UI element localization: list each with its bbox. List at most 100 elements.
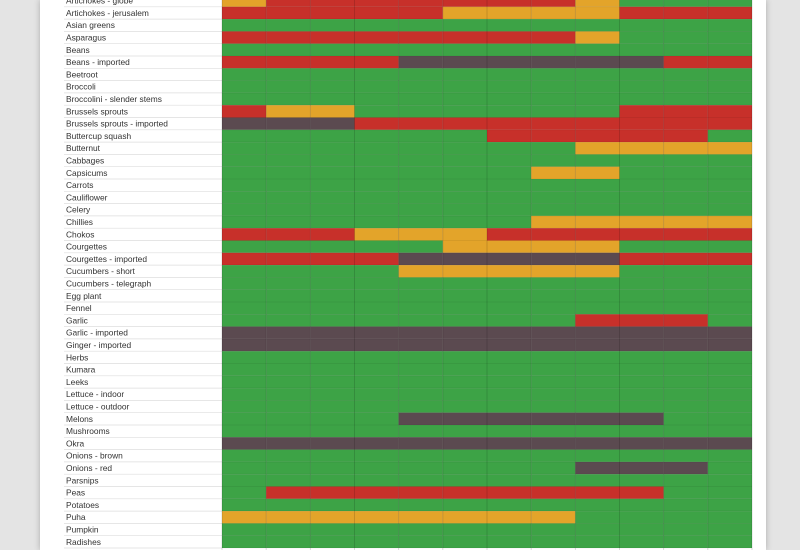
heatmap-cell [442,117,487,130]
heatmap-cell [222,228,267,241]
heatmap-cell [487,425,532,438]
heatmap-cell [619,265,664,278]
row-label: Courgettes - imported [66,254,147,264]
row-label: Beans - imported [66,57,130,67]
heatmap-cell [442,277,487,290]
row-label: Beetroot [66,69,98,79]
row-label: Kumara [66,365,96,375]
heatmap-cell [442,68,487,81]
heatmap-cell [222,425,267,438]
heatmap-cell [619,363,664,376]
heatmap-cell [531,179,576,192]
heatmap-cell [354,215,399,229]
heatmap-cell [398,523,443,536]
heatmap-cell [707,240,752,253]
heatmap-cell [663,314,708,327]
heatmap-cell [266,425,311,438]
heatmap-cell [487,215,532,229]
heatmap-cell [222,6,267,20]
heatmap-cell [487,461,532,475]
row-label: Herbs [66,352,88,362]
heatmap-cell [354,511,399,524]
heatmap-cell [487,265,532,278]
heatmap-cell [619,412,664,425]
heatmap-cell [663,326,708,339]
heatmap-cell [663,31,708,44]
heatmap-cell [575,289,620,302]
heatmap-cell [619,314,664,327]
heatmap-cell [487,129,532,143]
heatmap-cell [663,277,708,290]
heatmap-cell [354,363,399,376]
heatmap-cell [707,166,752,179]
heatmap-cell [707,302,752,315]
heatmap-cell [442,129,487,143]
heatmap-cell [398,375,443,389]
heatmap-cell [442,105,487,118]
heatmap-cell [575,388,620,401]
heatmap-cell [663,43,708,56]
heatmap-cell [575,0,620,7]
heatmap-cell [398,363,443,376]
heatmap-cell [354,68,399,81]
heatmap-cell [707,412,752,425]
heatmap-cell [442,6,487,20]
heatmap-cell [354,437,399,450]
heatmap-cell [707,252,752,266]
heatmap-cell [354,56,399,69]
heatmap-cell [487,203,532,216]
heatmap-cell [575,215,620,229]
heatmap-cell [707,80,752,93]
row-label: Carrots [66,180,93,190]
heatmap-cell [707,277,752,290]
heatmap-cell [707,6,752,20]
heatmap-cell [354,179,399,192]
row-label: Chokos [66,229,94,239]
heatmap-cell [266,92,311,106]
heatmap-cell [707,179,752,192]
heatmap-cell [310,375,355,389]
heatmap-cell [531,154,576,167]
heatmap-cell [222,191,267,204]
heatmap-cell [663,425,708,438]
heatmap-cell [442,486,487,499]
heatmap-cell [531,117,576,130]
heatmap-cell [663,511,708,524]
heatmap-cell [310,105,355,118]
heatmap-cell [398,92,443,106]
heatmap-cell [354,142,399,155]
heatmap-cell [222,289,267,302]
heatmap-cell [442,56,487,69]
heatmap-cell [663,203,708,216]
heatmap-cell [266,56,311,69]
heatmap-cell [442,388,487,401]
heatmap-cell [487,498,532,512]
heatmap-cell [310,523,355,536]
row-label: Fennel [66,303,92,313]
heatmap-cell [575,351,620,364]
heatmap-cell [707,425,752,438]
heatmap-cell [531,412,576,425]
heatmap-cell [707,375,752,389]
heatmap-cell [266,43,311,56]
heatmap-cell [310,203,355,216]
heatmap-cell [619,511,664,524]
row-label: Brussels sprouts [66,106,128,116]
heatmap-cell [619,240,664,253]
heatmap-cell [222,326,267,339]
heatmap-cell [354,326,399,339]
heatmap-cell [575,511,620,524]
heatmap-cell [707,388,752,401]
row-label: Broccolini - slender stems [66,94,162,104]
heatmap-cell [531,80,576,93]
heatmap-cell [398,0,443,7]
heatmap-cell [222,154,267,167]
heatmap-cell [663,498,708,512]
heatmap-cell [531,461,576,475]
heatmap-cell [398,326,443,339]
heatmap-cell [310,129,355,143]
row-label: Peas [66,488,85,498]
heatmap-cell [310,0,355,7]
heatmap-cell [707,314,752,327]
heatmap-cell [222,68,267,81]
